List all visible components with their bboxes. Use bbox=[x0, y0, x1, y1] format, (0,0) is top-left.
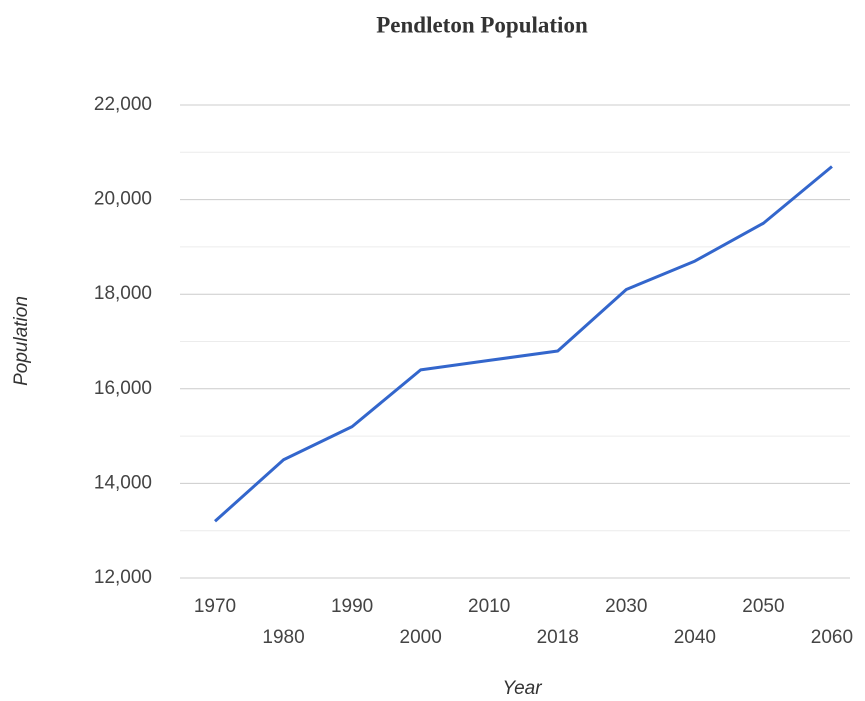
x-tick-label: 1990 bbox=[331, 596, 373, 617]
y-tick-label: 22,000 bbox=[94, 94, 152, 115]
x-tick-label: 2060 bbox=[811, 627, 853, 648]
x-tick-label: 2040 bbox=[674, 627, 716, 648]
x-tick-label: 2000 bbox=[400, 627, 442, 648]
x-axis-title: Year bbox=[502, 678, 542, 699]
y-tick-label: 18,000 bbox=[94, 283, 152, 304]
y-axis-title: Population bbox=[11, 296, 32, 386]
y-tick-label: 14,000 bbox=[94, 472, 152, 493]
chart-title: Pendleton Population bbox=[376, 12, 588, 37]
y-tick-label: 12,000 bbox=[94, 567, 152, 588]
y-tick-label: 20,000 bbox=[94, 189, 152, 210]
x-tick-label: 2010 bbox=[468, 596, 510, 617]
x-tick-label: 1980 bbox=[262, 627, 304, 648]
line-series bbox=[213, 165, 833, 523]
x-tick-label: 2030 bbox=[605, 596, 647, 617]
x-tick-label: 2050 bbox=[742, 596, 784, 617]
x-tick-label: 1970 bbox=[194, 596, 236, 617]
x-tick-label: 2018 bbox=[537, 627, 579, 648]
y-tick-label: 16,000 bbox=[94, 378, 152, 399]
